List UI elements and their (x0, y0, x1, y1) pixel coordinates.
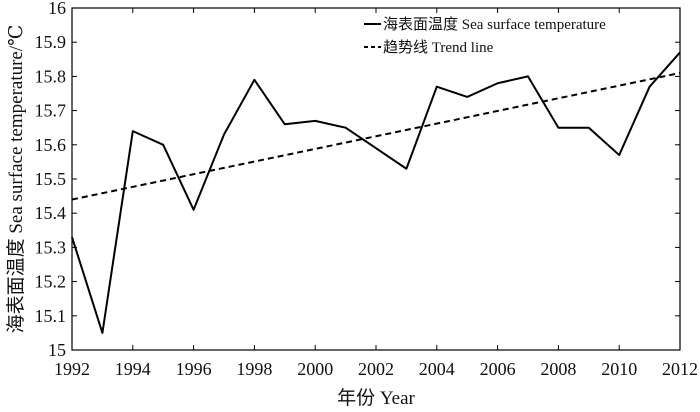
legend: 海表面温度 Sea surface temperature 趋势线 Trend … (364, 16, 606, 56)
x-tick-label: 1994 (115, 359, 151, 379)
y-tick-label: 15 (48, 340, 66, 360)
legend-label-trend: 趋势线 Trend line (383, 39, 494, 56)
x-tick-label: 1996 (176, 359, 212, 379)
x-tick-label: 2000 (297, 359, 333, 379)
legend-label-sst: 海表面温度 Sea surface temperature (383, 16, 606, 33)
x-tick-label: 1998 (236, 359, 272, 379)
x-tick-label: 2010 (601, 359, 637, 379)
y-tick-label: 15.8 (35, 66, 67, 86)
x-tick-label: 2002 (358, 359, 394, 379)
series-line-sst (71, 51, 681, 334)
y-tick-label: 15.2 (35, 272, 67, 292)
x-tick-label: 1992 (54, 359, 90, 379)
y-tick-label: 15.6 (35, 135, 67, 155)
y-tick-label: 15.7 (35, 101, 67, 121)
y-tick-label: 15.5 (35, 169, 67, 189)
x-tick-label: 2004 (419, 359, 455, 379)
series-layer (71, 51, 681, 334)
y-tick-label: 15.4 (35, 203, 67, 223)
x-tick-label: 2012 (662, 359, 698, 379)
x-tick-label: 2006 (480, 359, 516, 379)
y-tick-label: 15.1 (35, 306, 67, 326)
x-axis-title: 年份 Year (337, 387, 415, 409)
y-axis-ticks: 15 15.1 15.2 15.3 15.4 15.5 15.6 15.7 15.8 15.9 16 (35, 0, 680, 360)
x-tick-label: 2008 (540, 359, 576, 379)
x-axis-ticks: 1992 1994 1996 1998 2000 2002 2004 2006 2008 2010… (54, 8, 698, 379)
y-tick-label: 15.9 (35, 32, 67, 52)
y-tick-label: 15.3 (35, 237, 67, 257)
series-line-trend (71, 72, 681, 201)
y-axis-title: 海表面温度 Sea surface temperature/℃ (5, 25, 27, 334)
plot-frame (71, 7, 681, 351)
y-tick-label: 16 (48, 0, 66, 18)
